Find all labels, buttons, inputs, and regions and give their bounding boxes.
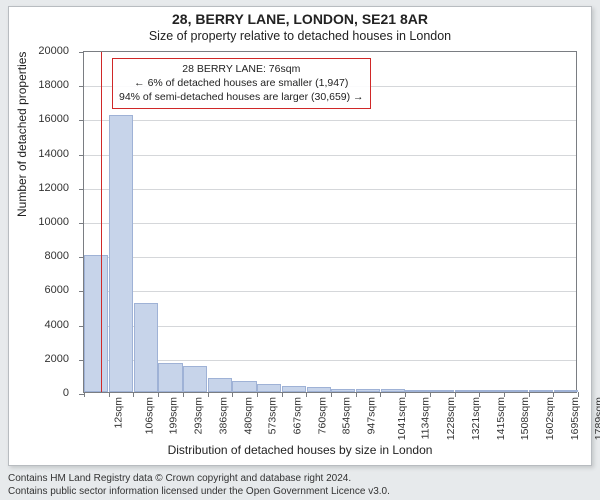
x-tick-mark — [306, 392, 307, 397]
x-tick-label: 386sqm — [217, 397, 229, 434]
x-tick-label: 854sqm — [341, 397, 353, 434]
y-tick-label: 4000 — [23, 319, 69, 331]
histogram-bar — [529, 390, 553, 392]
annotation-line2: ← 6% of detached houses are smaller (1,9… — [119, 76, 364, 90]
histogram-bar — [479, 390, 503, 392]
grid-line — [84, 291, 576, 292]
x-tick-label: 1321sqm — [470, 397, 482, 440]
grid-line — [84, 223, 576, 224]
y-tick-label: 14000 — [23, 148, 69, 160]
x-tick-label: 1415sqm — [495, 397, 507, 440]
x-tick-label: 293sqm — [192, 397, 204, 434]
footer-line1: Contains HM Land Registry data © Crown c… — [8, 472, 592, 485]
x-tick-mark — [331, 392, 332, 397]
histogram-bar — [356, 389, 380, 392]
plot-area: 28 BERRY LANE: 76sqm ← 6% of detached ho… — [83, 51, 577, 393]
y-tick-label: 20000 — [23, 45, 69, 57]
x-tick-mark — [109, 392, 110, 397]
y-tick-label: 2000 — [23, 353, 69, 365]
grid-line — [84, 120, 576, 121]
histogram-bar — [134, 303, 158, 392]
histogram-bar — [208, 378, 232, 392]
footer-line2: Contains public sector information licen… — [8, 485, 592, 498]
marker-line — [101, 52, 103, 392]
x-tick-mark — [133, 392, 134, 397]
histogram-bar — [331, 389, 355, 392]
histogram-bar — [405, 390, 429, 392]
histogram-bar — [307, 387, 331, 392]
grid-line — [84, 189, 576, 190]
x-tick-label: 947sqm — [365, 397, 377, 434]
x-tick-mark — [380, 392, 381, 397]
page-title: 28, BERRY LANE, LONDON, SE21 8AR — [9, 11, 591, 27]
histogram-bar — [84, 255, 108, 392]
y-tick-label: 18000 — [23, 79, 69, 91]
histogram-bar — [158, 363, 182, 392]
x-tick-label: 480sqm — [242, 397, 254, 434]
x-tick-mark — [282, 392, 283, 397]
x-tick-label: 1041sqm — [396, 397, 408, 440]
x-tick-mark — [232, 392, 233, 397]
histogram-bar — [430, 390, 454, 392]
x-tick-mark — [158, 392, 159, 397]
x-tick-label: 1602sqm — [544, 397, 556, 440]
y-tick-label: 8000 — [23, 250, 69, 262]
y-tick-label: 0 — [23, 387, 69, 399]
y-tick-label: 16000 — [23, 113, 69, 125]
annotation-line1: 28 BERRY LANE: 76sqm — [119, 62, 364, 76]
histogram-bar — [554, 390, 578, 392]
grid-line — [84, 155, 576, 156]
y-tick-mark — [79, 120, 84, 121]
page-subtitle: Size of property relative to detached ho… — [9, 29, 591, 43]
x-tick-label: 1789sqm — [594, 397, 600, 440]
histogram-bar — [381, 389, 405, 392]
x-tick-label: 1695sqm — [569, 397, 581, 440]
x-tick-label: 667sqm — [291, 397, 303, 434]
annotation-line3: 94% of semi-detached houses are larger (… — [119, 90, 364, 104]
histogram-bar — [257, 384, 281, 392]
x-tick-mark — [257, 392, 258, 397]
x-tick-label: 1228sqm — [445, 397, 457, 440]
y-tick-label: 10000 — [23, 216, 69, 228]
x-tick-mark — [183, 392, 184, 397]
x-tick-label: 1508sqm — [519, 397, 531, 440]
x-tick-mark — [356, 392, 357, 397]
y-tick-mark — [79, 86, 84, 87]
x-tick-label: 1134sqm — [420, 397, 432, 439]
histogram-bar — [232, 381, 256, 392]
y-tick-label: 6000 — [23, 284, 69, 296]
y-tick-mark — [79, 155, 84, 156]
y-tick-mark — [79, 52, 84, 53]
grid-line — [84, 257, 576, 258]
histogram-bar — [282, 386, 306, 392]
x-tick-label: 199sqm — [168, 397, 180, 434]
y-tick-mark — [79, 223, 84, 224]
histogram-bar — [455, 390, 479, 392]
x-tick-label: 573sqm — [267, 397, 279, 434]
histogram-bar — [109, 115, 133, 392]
x-axis-title: Distribution of detached houses by size … — [9, 443, 591, 457]
footer: Contains HM Land Registry data © Crown c… — [8, 472, 592, 498]
y-tick-label: 12000 — [23, 182, 69, 194]
chart-panel: 28, BERRY LANE, LONDON, SE21 8AR Size of… — [8, 6, 592, 466]
histogram-bar — [183, 366, 207, 392]
annotation-box: 28 BERRY LANE: 76sqm ← 6% of detached ho… — [112, 58, 371, 109]
x-tick-mark — [208, 392, 209, 397]
x-tick-label: 12sqm — [113, 397, 125, 429]
x-tick-label: 106sqm — [143, 397, 155, 434]
y-tick-mark — [79, 189, 84, 190]
x-tick-label: 760sqm — [316, 397, 328, 434]
histogram-bar — [504, 390, 528, 392]
x-tick-mark — [84, 392, 85, 397]
